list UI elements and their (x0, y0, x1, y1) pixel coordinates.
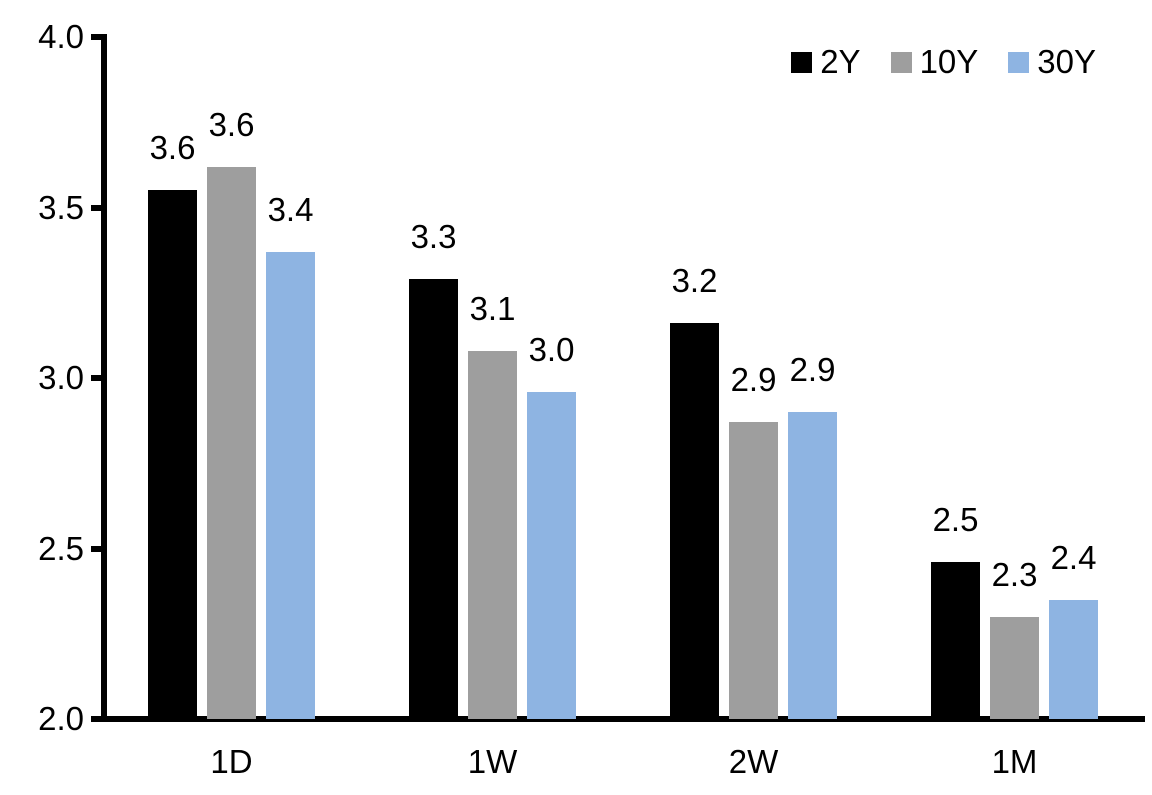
bar-value-label: 3.3 (410, 218, 457, 256)
bar-2y-1w (409, 279, 458, 719)
y-axis-tick (91, 375, 101, 381)
bar-10y-1d (207, 166, 256, 719)
y-axis-tick-label: 2.0 (38, 700, 84, 737)
legend: 2Y 10Y 30Y (791, 44, 1096, 80)
bar-10y-2w (729, 422, 778, 719)
y-axis-tick-label: 2.5 (38, 529, 84, 567)
x-axis-category-label: 2W (728, 743, 779, 780)
x-axis-category-label: 1M (991, 743, 1038, 780)
bar-value-label: 3.2 (671, 262, 718, 300)
legend-item-2y: 2Y (791, 43, 861, 80)
y-axis-tick-label: 4.0 (38, 18, 84, 55)
y-axis-tick (91, 716, 101, 722)
bar-value-label: 2.9 (730, 361, 777, 399)
bar-value-label: 2.5 (932, 501, 979, 539)
legend-marker-30y (1008, 51, 1030, 73)
y-axis-tick (91, 204, 101, 211)
legend-marker-2y (791, 51, 813, 73)
bar-value-label: 3.1 (469, 289, 516, 327)
bar-2y-1d (148, 190, 197, 719)
bar-2y-2w (670, 323, 719, 719)
bar-value-label: 2.3 (991, 555, 1038, 593)
bar-value-label: 3.6 (208, 105, 255, 143)
y-axis-tick-label: 3.0 (38, 359, 84, 396)
legend-label: 2Y (820, 43, 861, 80)
legend-label: 30Y (1037, 43, 1096, 80)
bar-30y-2w (788, 412, 837, 719)
legend-item-30y: 30Y (1008, 44, 1096, 80)
legend-marker-10y (890, 51, 912, 73)
bar-30y-1m (1049, 599, 1098, 719)
bar-value-label: 2.4 (1050, 538, 1097, 576)
legend-label: 10Y (919, 43, 979, 80)
y-axis-tick (91, 34, 101, 40)
bar-value-label: 3.0 (528, 330, 575, 368)
legend-item-10y: 10Y (890, 43, 979, 80)
y-axis-tick-label: 3.5 (38, 188, 84, 226)
y-axis-tick (91, 545, 101, 552)
x-axis-category-label: 1W (467, 743, 518, 780)
x-axis-category-label: 1D (210, 743, 253, 780)
bar-10y-1m (990, 616, 1039, 719)
bar-value-label: 3.4 (267, 190, 314, 228)
bar-value-label: 3.6 (149, 129, 196, 167)
bar-2y-1m (931, 562, 980, 719)
bar-30y-1d (266, 251, 315, 719)
bar-30y-1w (527, 391, 576, 719)
bar-10y-1w (468, 350, 517, 719)
x-axis-line (101, 716, 1145, 722)
y-axis-line (101, 34, 107, 722)
bar-value-label: 2.9 (789, 351, 836, 389)
